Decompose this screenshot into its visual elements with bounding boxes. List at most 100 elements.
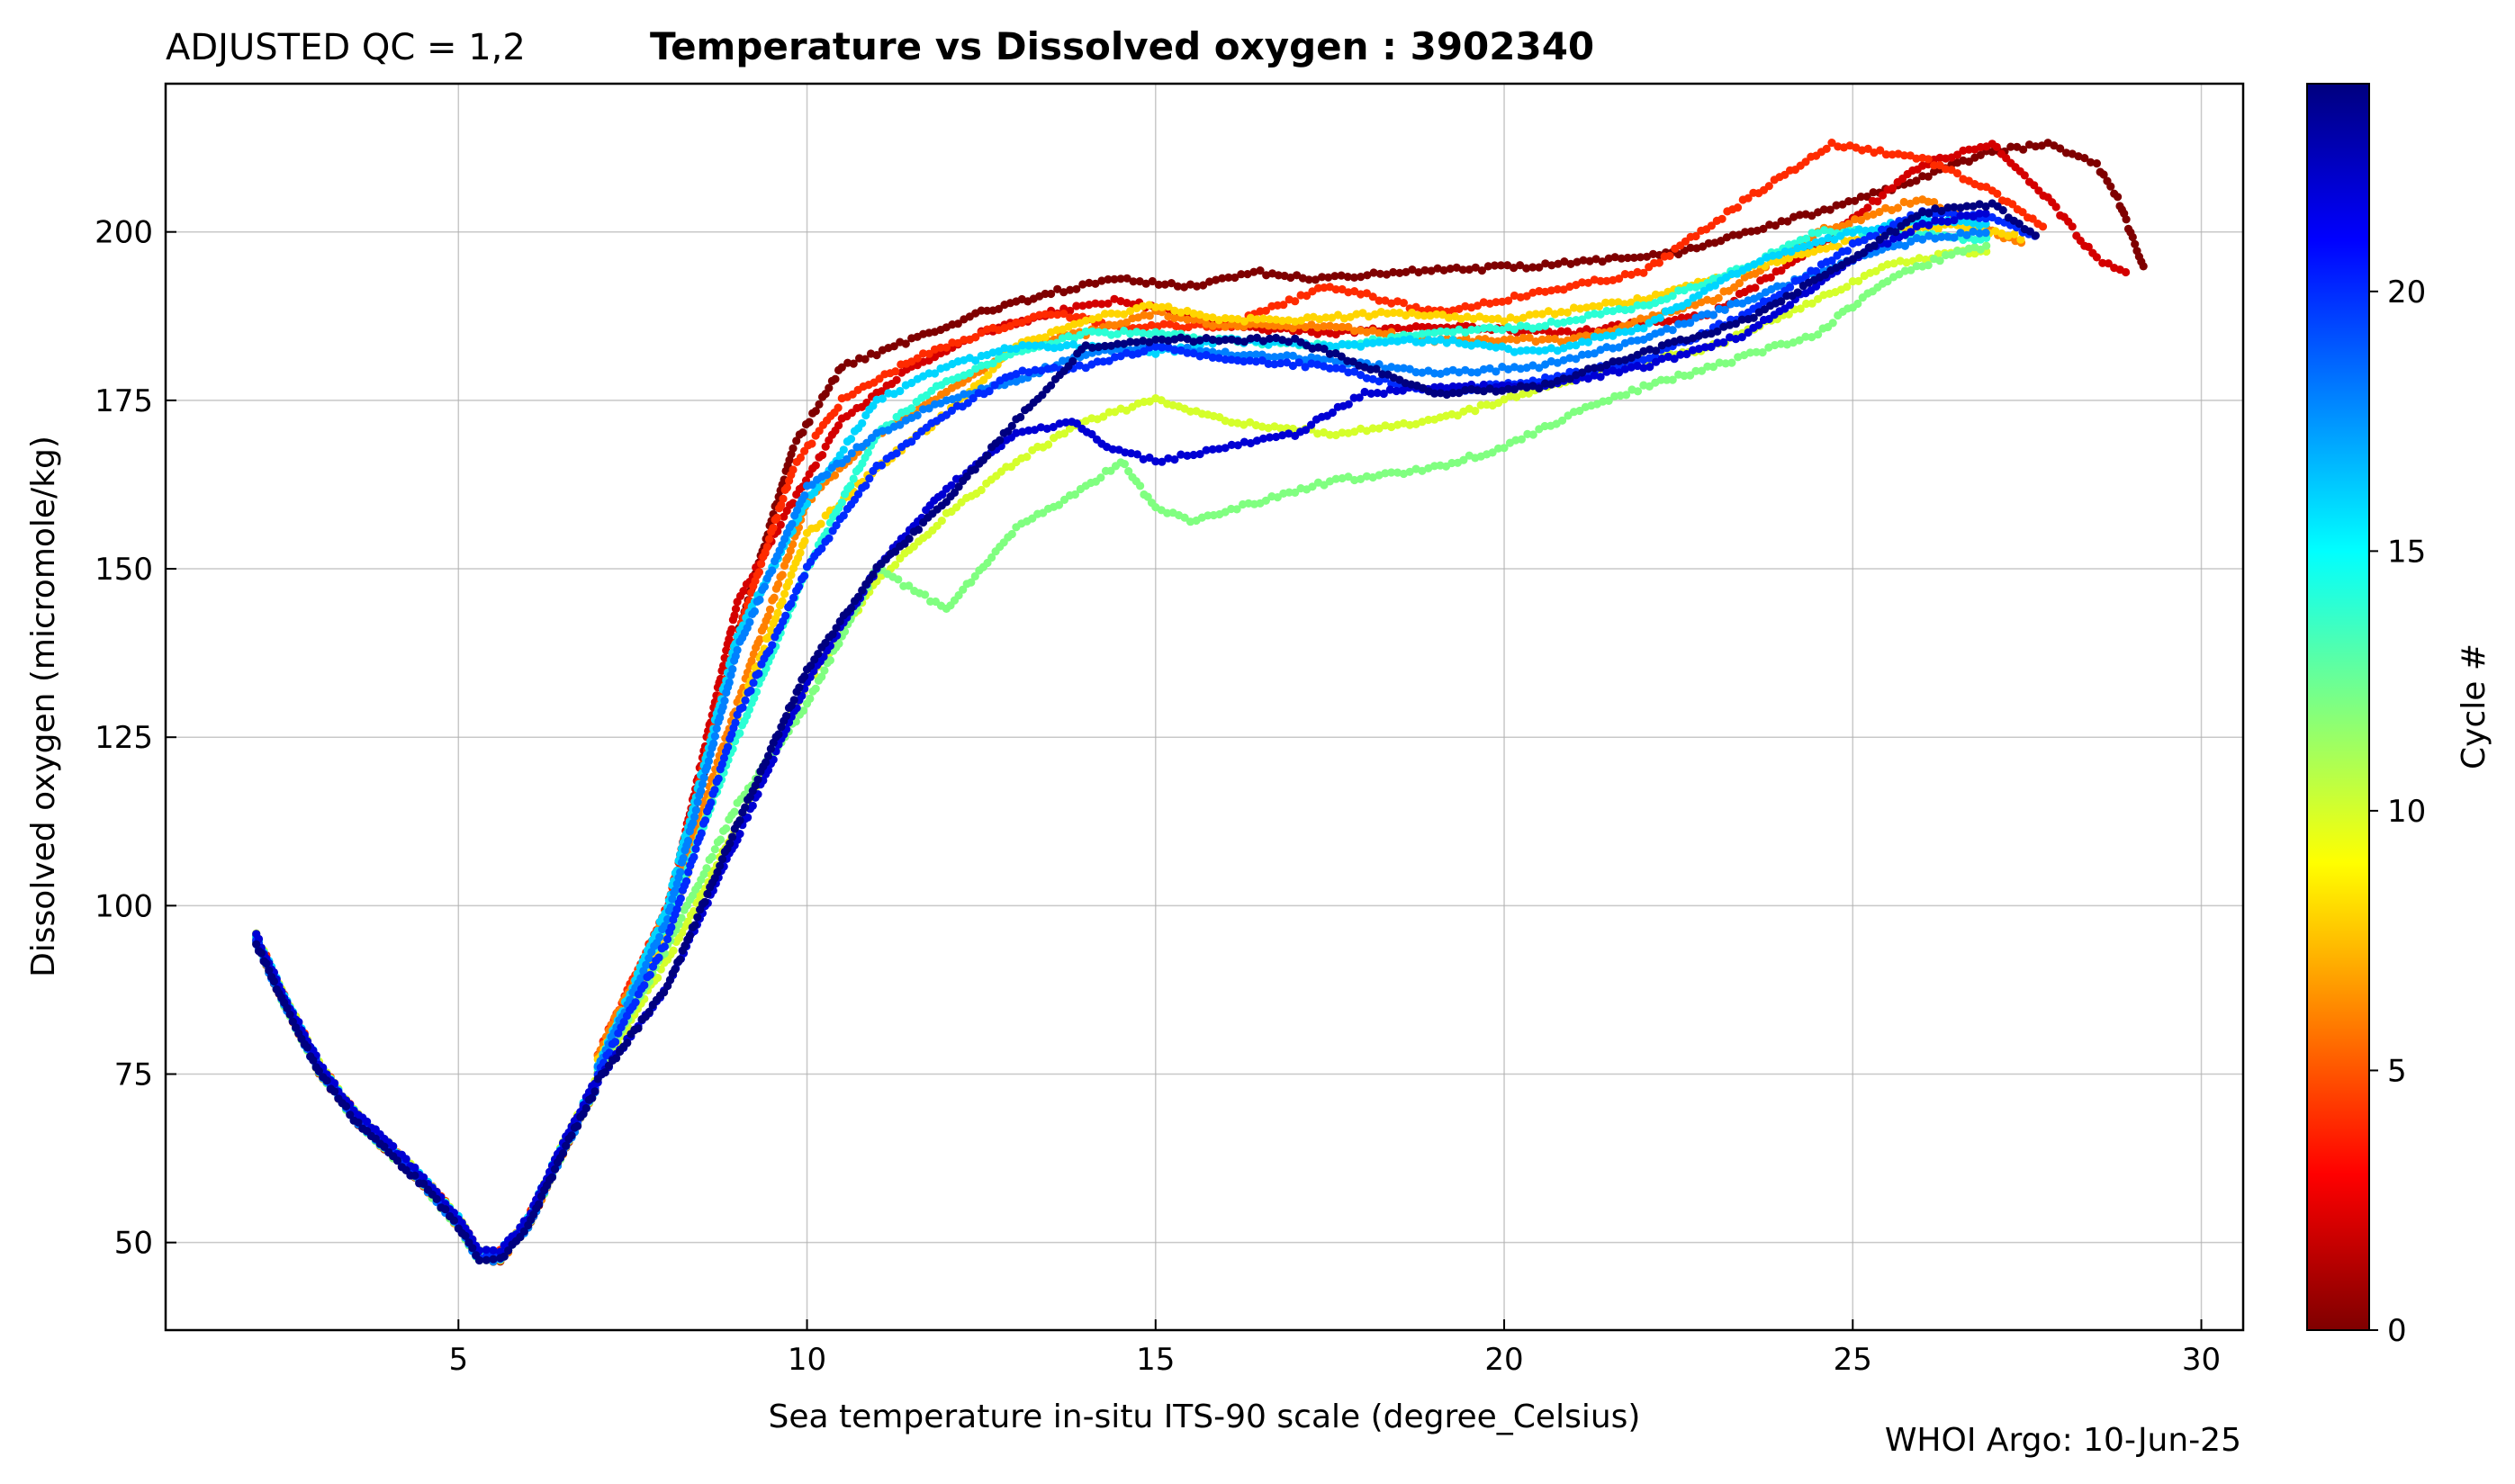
deep-branch-point (500, 1252, 509, 1261)
cycle-8-point (800, 536, 809, 545)
cycle-0-point (1311, 275, 1320, 284)
cycle-18-point (913, 410, 922, 420)
cycle-4-point (1455, 304, 1464, 313)
cycle-0-point (1343, 273, 1352, 282)
deep-branch-point (590, 1087, 599, 1096)
cycle-24-point (753, 775, 762, 784)
cycle-20-point (738, 703, 747, 712)
cycle-0-point (1224, 273, 1233, 282)
cycle-2-point (776, 520, 785, 529)
cycle-0-point (1771, 221, 1780, 230)
cycle-2-point (725, 634, 734, 643)
cycle-0-point (1483, 262, 1492, 271)
cycle-0-point (1041, 289, 1050, 299)
cycle-0-point (2131, 239, 2140, 248)
cycle-0-point (1047, 289, 1056, 299)
cycle-4-point (1279, 301, 1288, 310)
cycle-4-point (769, 524, 778, 533)
deep-branch-point (588, 1093, 597, 1102)
cycle-0-point (1528, 263, 1537, 272)
cycle-4-point (1066, 313, 1075, 322)
cycle-0-point (2024, 140, 2034, 149)
cycle-2-point (1556, 327, 1565, 336)
cycle-24-point (671, 965, 680, 974)
cycle-4-point (1047, 310, 1056, 319)
cycle-4-point (815, 427, 824, 436)
cycle-0-point (1349, 273, 1359, 282)
cycle-18-point (1668, 326, 1677, 335)
cycle-20-point (645, 970, 654, 979)
cycle-0-point (1648, 249, 1658, 258)
cycle-4-point (1553, 284, 1562, 294)
cycle-12-point (894, 575, 903, 584)
cycle-14-point (849, 474, 858, 483)
cycle-0-point (1337, 271, 1346, 280)
cycle-0-point (1496, 261, 1506, 270)
cycle-4-point (777, 500, 786, 509)
cycle-0-point (1862, 192, 1871, 202)
cycle-18-point (750, 607, 760, 616)
cycle-6-point (774, 580, 783, 589)
cycle-4-point (1633, 267, 1642, 276)
cycle-0-point (1554, 259, 1563, 268)
cycle-0-point (1212, 275, 1221, 284)
cycle-0-point (1324, 273, 1333, 282)
cycle-2-point (821, 442, 830, 451)
cycle-4-point (1344, 288, 1353, 297)
cycle-8-point (2016, 235, 2025, 244)
cycle-20-point (691, 844, 700, 854)
cycle-12-point (1007, 529, 1016, 539)
deep-branch-point (314, 1066, 323, 1075)
cycle-18-point (768, 566, 777, 575)
cycle-2-point (892, 375, 901, 384)
cycle-0-point (1604, 254, 1613, 263)
cycle-4-point (1331, 285, 1340, 294)
cycle-18-point (1708, 310, 1717, 319)
cycle-20-point (690, 852, 699, 862)
cycle-4-point (1473, 301, 1482, 310)
cycle-0-point (1490, 261, 1500, 270)
cycle-0-point (1173, 282, 1182, 291)
cycle-0-point (1135, 277, 1144, 286)
cycle-0-point (1408, 265, 1417, 274)
cycle-0-point (1439, 265, 1448, 274)
cycle-0-point (1078, 280, 1087, 289)
cycle-0-point (1369, 268, 1378, 277)
cycle-0-point (1783, 217, 1792, 226)
cycle-2-point (1418, 322, 1427, 332)
cycle-24-point (717, 855, 727, 864)
cycle-0-point (2122, 215, 2131, 224)
cycle-2-point (1964, 145, 1973, 154)
cycle-6-point (1714, 293, 1723, 302)
cycle-20-point (749, 679, 758, 688)
cycle-0-point (1510, 264, 1519, 273)
deep-branch-point (302, 1043, 312, 1052)
cycle-0-point (1704, 238, 1713, 247)
cycle-4-point (2028, 214, 2037, 223)
cycle-4-point (1665, 251, 1674, 260)
cycle-4-point (779, 494, 788, 503)
cycle-0-point (1838, 200, 1847, 209)
cycle-0-point (1610, 253, 1619, 262)
deep-branch-point (285, 1010, 294, 1019)
cycle-8-point (784, 578, 794, 587)
cycle-0-point (1477, 266, 1486, 275)
cycle-0-point (983, 306, 992, 315)
cycle-0-point (977, 306, 986, 315)
cycle-4-point (1654, 258, 1663, 267)
cycle-24-point (634, 1024, 643, 1033)
deep-branch-point (283, 1003, 292, 1012)
cycle-4-point (1535, 286, 1544, 296)
cycle-2-point (1066, 306, 1075, 315)
cycle-0-point (2106, 182, 2115, 191)
cycle-12-point (1096, 473, 1105, 482)
cycle-4-point (762, 543, 771, 552)
cycle-2-point (727, 625, 736, 634)
cycle-2-point (1873, 197, 1882, 206)
deep-branch-point (449, 1216, 458, 1225)
deep-branch-point (265, 966, 274, 975)
cycle-18-point (823, 470, 832, 480)
cycle-0-point (815, 400, 824, 409)
cycle-0-point (811, 407, 820, 416)
cycle-24-point (693, 913, 702, 922)
